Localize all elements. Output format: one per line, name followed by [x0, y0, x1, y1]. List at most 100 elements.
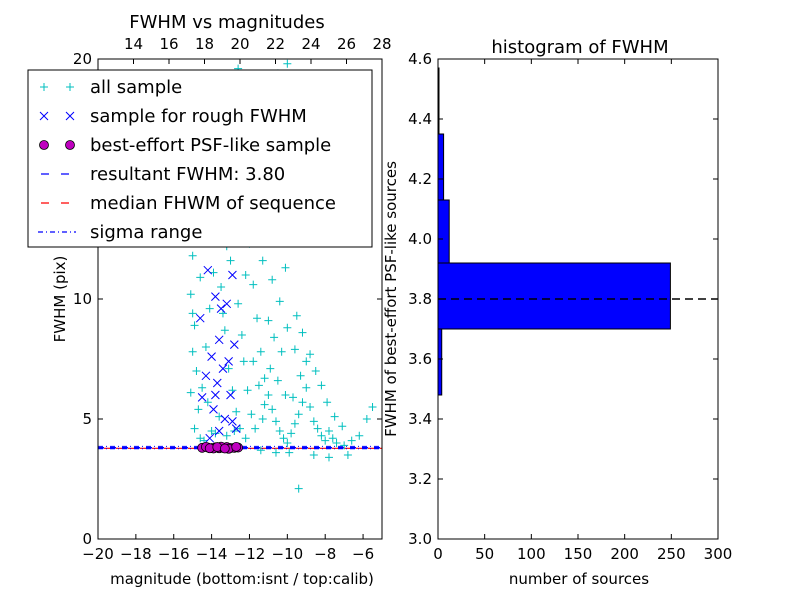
all-sample-point	[243, 386, 252, 395]
all-sample-point	[205, 304, 214, 313]
all-sample-point	[190, 424, 199, 433]
legend-entry: sample for rough FWHM	[39, 106, 307, 127]
all-sample-point	[207, 427, 216, 435]
all-sample-point	[226, 256, 235, 265]
all-sample-point	[260, 374, 269, 383]
histogram-x-tick-label: 200	[610, 545, 639, 563]
all-sample-point	[298, 398, 307, 407]
all-sample-point	[283, 323, 292, 332]
rough-sample-point	[216, 304, 226, 313]
x-tick-label: −8	[314, 545, 336, 563]
histogram-y-tick-label: 4.2	[408, 170, 432, 188]
all-sample-point	[296, 371, 305, 380]
all-sample-point	[266, 364, 275, 373]
legend-marker	[40, 83, 48, 91]
histogram-x-tick-label: 250	[657, 545, 686, 563]
legend-label: all sample	[90, 77, 182, 98]
all-sample-point	[338, 422, 347, 431]
all-sample-point	[277, 347, 286, 356]
all-sample-point	[270, 333, 279, 342]
all-sample-point	[285, 448, 294, 457]
all-sample-point	[287, 429, 296, 438]
histogram-y-tick-label: 3.2	[408, 470, 432, 488]
rough-sample-point	[222, 299, 232, 309]
histogram-x-tick-label: 50	[475, 545, 494, 563]
rough-sample-point	[201, 371, 211, 381]
all-sample-point	[198, 383, 207, 392]
all-sample-point	[275, 297, 284, 306]
legend: all sample sample for rough FWHM best-effo…	[27, 69, 373, 248]
all-sample-point	[275, 427, 284, 435]
all-sample-point	[309, 417, 318, 426]
all-sample-point	[294, 410, 303, 419]
x-axis-ticks: −20 −18 −16 −14 −12 −10 −8 −6	[82, 534, 374, 563]
all-sample-point	[239, 357, 248, 366]
all-sample-point	[368, 403, 377, 411]
legend-marker	[39, 140, 49, 150]
histogram-x-axis-ticks: 0 50 100 150 200 250 300	[433, 59, 732, 563]
histogram-y-tick-label: 4.4	[408, 110, 432, 128]
all-sample-point	[302, 383, 311, 392]
all-sample-point	[254, 381, 263, 390]
top-x-tick-label: 18	[195, 35, 214, 53]
all-sample-point	[298, 328, 307, 337]
all-sample-point	[241, 434, 250, 443]
rough-sample-point	[207, 352, 216, 361]
y-axis-ticks: 0 5 10	[73, 290, 382, 548]
all-sample-point	[281, 391, 290, 399]
legend-entry: resultant FWHM: 3.80	[38, 164, 285, 185]
all-sample-point	[330, 412, 339, 421]
all-sample-point	[290, 345, 299, 354]
all-sample-point	[224, 364, 233, 373]
rough-sample-point	[203, 265, 213, 275]
all-sample-point	[251, 424, 260, 433]
all-sample-point	[188, 347, 197, 356]
all-sample-point	[273, 376, 282, 385]
all-sample-point	[236, 424, 244, 433]
all-sample-point	[186, 290, 195, 299]
all-sample-point	[249, 280, 258, 289]
legend-entry: best-effort PSF-like sample	[39, 135, 331, 156]
top-axis-ticks: 14 16 18 20 22 24 26 28	[124, 35, 392, 64]
rough-sample-point	[218, 364, 228, 373]
rough-sample-point	[228, 270, 237, 280]
rough-sample-point	[228, 417, 237, 426]
all-sample-point	[302, 357, 311, 366]
histogram-bar	[437, 199, 450, 264]
all-sample-point	[309, 451, 318, 459]
histogram-title: histogram of FWHM	[491, 37, 668, 58]
all-sample-point	[324, 427, 333, 435]
y-tick-label: 5	[82, 410, 92, 428]
all-sample-point	[347, 436, 356, 445]
top-x-tick-label: 16	[159, 35, 178, 53]
all-sample-point	[323, 398, 332, 407]
x-tick-label: −16	[158, 545, 190, 563]
rough-sample-point	[226, 390, 235, 400]
all-sample-point	[340, 441, 349, 450]
rough-sample-point	[212, 378, 222, 388]
top-x-tick-label: 24	[301, 35, 320, 53]
scatter-y-axis-label: FWHM (pix)	[51, 256, 69, 343]
x-tick-label: −6	[352, 545, 374, 563]
rough-sample-point	[231, 424, 241, 433]
all-sample-point	[188, 309, 197, 318]
histogram-bar	[437, 328, 443, 396]
all-sample-point	[260, 400, 269, 409]
all-sample-point	[217, 283, 226, 291]
histogram-x-tick-label: 150	[564, 545, 593, 563]
all-sample-point	[232, 407, 241, 416]
rough-sample-point	[205, 433, 215, 443]
all-sample-point	[241, 271, 250, 279]
legend-label: resultant FWHM: 3.80	[90, 164, 285, 185]
legend-entry: sigma range	[38, 222, 202, 243]
histogram-bar	[437, 133, 445, 201]
legend-entry: median FHWM of sequence	[38, 193, 336, 214]
legend-label: median FHWM of sequence	[90, 193, 336, 214]
all-sample-point	[292, 311, 301, 320]
all-sample-point	[271, 448, 280, 457]
all-sample-point	[222, 431, 231, 440]
all-sample-point	[306, 350, 315, 359]
histogram-y-tick-label: 4.0	[408, 230, 432, 248]
x-tick-label: −10	[272, 545, 304, 563]
